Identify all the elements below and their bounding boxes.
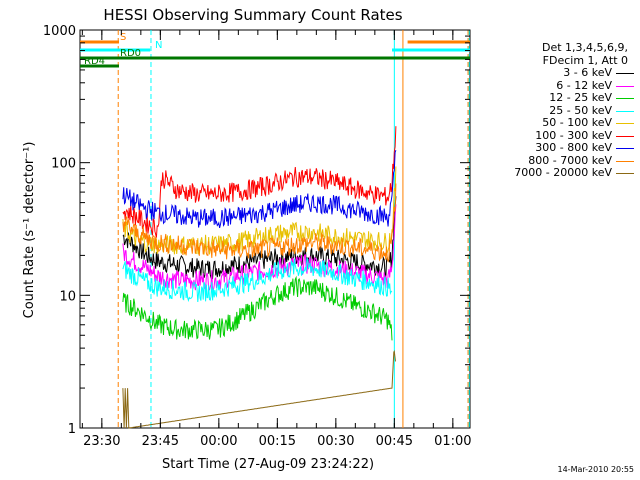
legend-swatch: [616, 85, 634, 87]
legend-swatch: [616, 110, 634, 112]
legend-item: 7000 - 20000 keV: [478, 166, 638, 180]
series-line: [122, 126, 397, 238]
legend-header-line: FDecim 1, Att 0: [542, 53, 628, 67]
legend-swatch: [616, 160, 634, 162]
legend-item: 3 - 6 keV: [478, 66, 638, 80]
legend-label: 6 - 12 keV: [556, 78, 612, 92]
legend: Det 1,3,4,5,6,9, FDecim 1, Att 0 3 - 6 k…: [478, 41, 638, 180]
legend-item: 6 - 12 keV: [478, 78, 638, 93]
axis-ticks: 1 10 100 1000 23:30 23:45 00:00 00:15 00:30 00:45…: [43, 24, 472, 449]
legend-item: 800 - 7000 keV: [478, 153, 638, 168]
y-tick-label: 1: [68, 422, 76, 437]
state-bar-label: RD4: [84, 56, 105, 67]
x-tick-label: 00:00: [200, 434, 237, 449]
series-line: [122, 183, 397, 263]
legend-item: 100 - 300 keV: [478, 128, 638, 143]
legend-label: 12 - 25 keV: [549, 91, 612, 104]
chart-title: HESSI Observing Summary Count Rates: [103, 6, 402, 24]
legend-swatch: [616, 173, 634, 174]
legend-swatch: [616, 123, 634, 124]
legend-item: 12 - 25 keV: [478, 91, 638, 105]
x-tick-label: 00:30: [317, 434, 354, 449]
legend-label: 800 - 7000 keV: [528, 153, 612, 167]
series-line: [122, 150, 397, 229]
legend-swatch: [616, 73, 634, 74]
series-line: [122, 256, 393, 303]
legend-item: 50 - 100 keV: [478, 116, 638, 130]
state-bar-label: RD0: [120, 48, 141, 59]
legend-label: 25 - 50 keV: [549, 103, 612, 117]
legend-label: 50 - 100 keV: [542, 116, 612, 129]
y-tick-label: 100: [51, 157, 76, 172]
plot-marks: S N RD0 RD4: [80, 30, 470, 429]
legend-label: 3 - 6 keV: [563, 66, 612, 79]
series-line: [122, 350, 396, 429]
legend-label: 300 - 800 keV: [535, 141, 612, 154]
plot-frame: [79, 29, 471, 429]
plot-border: [79, 29, 471, 429]
series-line: [122, 196, 397, 280]
legend-swatch: [616, 98, 634, 99]
legend-header-line: Det 1,3,4,5,6,9,: [541, 41, 628, 54]
y-axis-label: Count Rate (s⁻¹ detector⁻¹): [22, 142, 37, 319]
x-tick-label: 00:45: [376, 434, 413, 449]
x-axis-label: Start Time (27-Aug-09 23:24:22): [162, 457, 374, 472]
x-tick-label: 01:00: [434, 434, 471, 449]
legend-label: 100 - 300 keV: [535, 128, 612, 142]
timestamp: 14-Mar-2010 20:55: [557, 465, 635, 474]
y-tick-label: 10: [59, 289, 76, 304]
series-line: [122, 166, 397, 255]
legend-item: 25 - 50 keV: [478, 103, 638, 118]
state-bar-label: N: [155, 40, 162, 51]
series-line: [122, 275, 393, 341]
legend-swatch: [616, 135, 634, 137]
x-tick-label: 23:45: [142, 434, 179, 449]
y-tick-label: 1000: [43, 24, 76, 39]
legend-swatch: [616, 148, 634, 149]
legend-item: 300 - 800 keV: [478, 141, 638, 155]
x-tick-label: 00:15: [259, 434, 296, 449]
legend-rows: 3 - 6 keV 6 - 12 keV 12 - 25 keV 25 - 50 ke…: [478, 66, 638, 180]
series-line: [122, 204, 397, 291]
legend-label: 7000 - 20000 keV: [514, 166, 612, 179]
x-tick-label: 23:30: [83, 434, 120, 449]
state-bar-label: S: [120, 32, 126, 43]
